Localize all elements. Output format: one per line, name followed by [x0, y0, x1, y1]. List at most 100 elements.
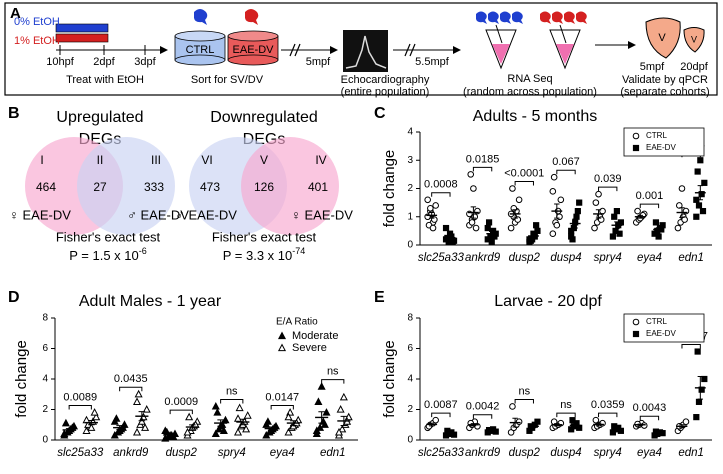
p-value-label: 0.0435: [114, 373, 148, 385]
arrow-head: [330, 46, 338, 54]
tube: [227, 30, 279, 42]
data-point: [242, 424, 251, 433]
error-bar: [697, 376, 704, 400]
p-value-label: 0.0359: [591, 399, 625, 411]
sample-tube: [556, 44, 574, 64]
y-tick-label: 1: [407, 211, 413, 222]
error-bar: [679, 207, 685, 218]
time-label: 5mpf: [306, 56, 331, 68]
x-tick-label: eya4: [637, 447, 662, 459]
data-point: [339, 392, 348, 401]
time-label: 5mpf: [640, 61, 665, 73]
significance-bracket: [556, 412, 576, 418]
region-id: II: [97, 153, 104, 167]
region-id: I: [40, 153, 43, 167]
data-point: [219, 426, 228, 434]
data-point: [534, 418, 541, 425]
region-id: V: [260, 153, 268, 167]
data-point: [431, 216, 438, 223]
fish-icon: [194, 9, 208, 25]
data-point: [485, 219, 493, 226]
data-point: [681, 216, 688, 223]
sample-arrow: [495, 24, 567, 44]
data-point: [233, 427, 243, 436]
significance-bracket: [270, 405, 294, 410]
data-point: [61, 418, 70, 427]
time-label: 2dpf: [93, 56, 115, 68]
test-label: Fisher's exact test: [56, 229, 161, 244]
data-point: [591, 224, 598, 232]
venn-circle: [77, 137, 175, 235]
data-point: [491, 233, 498, 240]
data-point: [132, 427, 142, 436]
error-bar: [340, 415, 348, 427]
p-value-exponent: -6: [139, 246, 147, 256]
step-caption: (separate cohorts): [620, 86, 709, 98]
data-point: [694, 348, 701, 355]
error-bar: [489, 429, 495, 432]
data-point: [90, 408, 99, 416]
panel-label: C: [374, 105, 386, 122]
time-label: 3dpf: [134, 56, 156, 68]
data-point: [141, 423, 150, 431]
legend-box: [623, 313, 705, 343]
error-bar: [447, 432, 453, 435]
error-bar: [166, 433, 174, 437]
region-id: III: [151, 153, 161, 167]
data-point: [110, 417, 119, 425]
data-point: [320, 420, 329, 428]
data-point: [616, 230, 623, 237]
y-axis-label: fold change: [381, 340, 398, 418]
significance-bracket: [556, 169, 576, 175]
y-tick-label: 4: [407, 374, 413, 385]
x-tick-label: slc25a33: [418, 447, 465, 459]
data-point: [235, 403, 244, 412]
error-bar: [637, 214, 643, 219]
x-tick-label: edn1: [678, 252, 704, 264]
step-caption: Treat with EtOH: [66, 74, 144, 86]
data-point: [652, 219, 660, 226]
set-label: ♀ EAE-DV: [9, 207, 71, 222]
data-point: [574, 208, 581, 215]
data-point: [82, 415, 91, 424]
data-point: [515, 418, 523, 426]
step-caption: Sort for SV/DV: [191, 74, 264, 86]
legend-title: E/A Ratio: [276, 317, 318, 328]
data-point: [92, 412, 101, 421]
data-point: [698, 191, 705, 198]
significance-bracket: [681, 344, 701, 349]
data-point: [550, 173, 558, 181]
region-count: 333: [144, 180, 164, 194]
time-label: 10hpf: [46, 56, 74, 68]
data-point: [693, 414, 700, 421]
data-point: [609, 233, 616, 240]
p-value-label: 0.0089: [63, 391, 97, 403]
region-count: 464: [36, 180, 56, 194]
data-point: [432, 202, 439, 209]
y-tick-label: 2: [42, 404, 48, 415]
region-count: 126: [254, 180, 274, 194]
tube: [174, 54, 226, 66]
break-mark: [289, 43, 301, 57]
data-point: [549, 230, 557, 237]
error-bar: [554, 203, 560, 219]
significance-bracket: [431, 192, 451, 197]
error-bar: [530, 424, 537, 429]
significance-bracket: [321, 379, 345, 384]
data-point: [429, 224, 437, 232]
data-point: [142, 405, 151, 413]
data-point: [599, 207, 606, 215]
p-value-label: 0.067: [552, 156, 580, 168]
sample-tube: [492, 44, 510, 64]
legend-marker: [632, 132, 640, 140]
error-bar: [572, 218, 578, 229]
y-tick-label: 3: [407, 155, 413, 166]
significance-bracket: [514, 181, 534, 186]
data-point: [569, 236, 576, 243]
etoh-label: 1% EtOH: [14, 35, 60, 47]
x-tick-label: dusp2: [509, 447, 541, 459]
data-point: [134, 389, 143, 398]
error-bar: [189, 424, 196, 430]
data-point: [284, 427, 293, 436]
y-tick-label: 6: [42, 343, 48, 354]
